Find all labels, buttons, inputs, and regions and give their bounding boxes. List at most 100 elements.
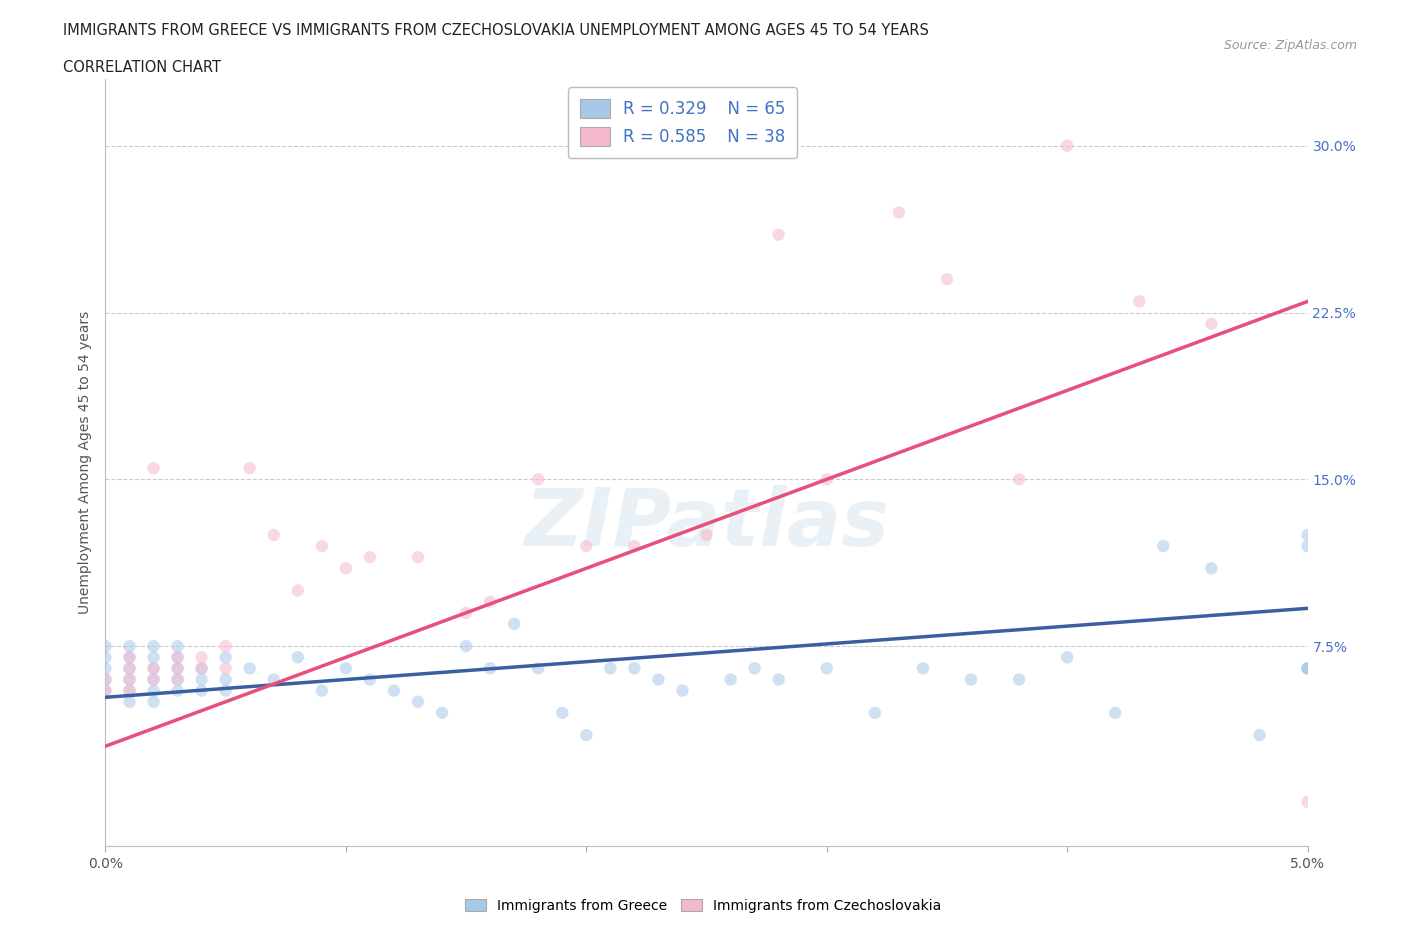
Point [166, 661, 188, 676]
Text: IMMIGRANTS FROM GREECE VS IMMIGRANTS FROM CZECHOSLOVAKIA UNEMPLOYMENT AMONG AGES: IMMIGRANTS FROM GREECE VS IMMIGRANTS FRO… [63, 23, 929, 38]
Point [1296, 527, 1319, 542]
Point [768, 672, 790, 687]
Point [1008, 472, 1031, 486]
Point [142, 661, 165, 676]
Point [1104, 706, 1126, 721]
Point [1296, 661, 1319, 676]
Point [166, 672, 188, 687]
Point [263, 672, 285, 687]
Point [575, 727, 598, 742]
Point [263, 527, 285, 542]
Point [94, 661, 117, 676]
Point [815, 661, 838, 676]
Point [430, 706, 453, 721]
Point [190, 684, 212, 698]
Point [1296, 661, 1319, 676]
Point [1249, 727, 1271, 742]
Point [142, 672, 165, 687]
Point [190, 661, 212, 676]
Point [406, 550, 429, 565]
Point [1008, 672, 1031, 687]
Point [118, 639, 141, 654]
Point [239, 661, 262, 676]
Point [382, 684, 405, 698]
Point [936, 272, 959, 286]
Point [863, 706, 886, 721]
Point [142, 639, 165, 654]
Point [551, 706, 574, 721]
Point [359, 550, 381, 565]
Point [1056, 139, 1078, 153]
Point [287, 583, 309, 598]
Point [214, 639, 236, 654]
Point [454, 605, 477, 620]
Point [166, 661, 188, 676]
Point [623, 661, 645, 676]
Point [142, 650, 165, 665]
Point [335, 561, 357, 576]
Legend: R = 0.329    N = 65, R = 0.585    N = 38: R = 0.329 N = 65, R = 0.585 N = 38 [568, 87, 797, 157]
Point [1296, 538, 1319, 553]
Point [118, 661, 141, 676]
Point [118, 672, 141, 687]
Point [239, 460, 262, 475]
Point [575, 538, 598, 553]
Point [118, 672, 141, 687]
Point [1296, 661, 1319, 676]
Point [118, 684, 141, 698]
Point [94, 672, 117, 687]
Point [887, 205, 910, 219]
Point [190, 661, 212, 676]
Point [166, 639, 188, 654]
Point [94, 684, 117, 698]
Point [911, 661, 934, 676]
Y-axis label: Unemployment Among Ages 45 to 54 years: Unemployment Among Ages 45 to 54 years [79, 311, 93, 615]
Point [479, 594, 502, 609]
Point [94, 639, 117, 654]
Point [311, 538, 333, 553]
Point [94, 650, 117, 665]
Point [1201, 316, 1223, 331]
Point [311, 684, 333, 698]
Point [166, 650, 188, 665]
Point [214, 684, 236, 698]
Point [287, 650, 309, 665]
Text: Source: ZipAtlas.com: Source: ZipAtlas.com [1223, 39, 1357, 52]
Point [214, 661, 236, 676]
Point [406, 695, 429, 710]
Point [142, 695, 165, 710]
Text: CORRELATION CHART: CORRELATION CHART [63, 60, 221, 75]
Point [118, 695, 141, 710]
Point [166, 672, 188, 687]
Point [720, 672, 742, 687]
Point [142, 460, 165, 475]
Point [214, 672, 236, 687]
Point [142, 661, 165, 676]
Point [142, 672, 165, 687]
Point [94, 684, 117, 698]
Point [118, 650, 141, 665]
Point [1056, 650, 1078, 665]
Point [118, 650, 141, 665]
Point [142, 684, 165, 698]
Point [696, 527, 718, 542]
Point [190, 672, 212, 687]
Point [744, 661, 766, 676]
Text: ZIPatlas: ZIPatlas [524, 485, 889, 563]
Point [647, 672, 669, 687]
Point [166, 650, 188, 665]
Point [166, 684, 188, 698]
Point [454, 639, 477, 654]
Point [1296, 794, 1319, 809]
Point [960, 672, 983, 687]
Point [768, 227, 790, 242]
Point [1128, 294, 1150, 309]
Point [479, 661, 502, 676]
Legend: Immigrants from Greece, Immigrants from Czechoslovakia: Immigrants from Greece, Immigrants from … [460, 894, 946, 919]
Point [190, 650, 212, 665]
Point [815, 472, 838, 486]
Point [527, 661, 550, 676]
Point [623, 538, 645, 553]
Point [503, 617, 526, 631]
Point [118, 684, 141, 698]
